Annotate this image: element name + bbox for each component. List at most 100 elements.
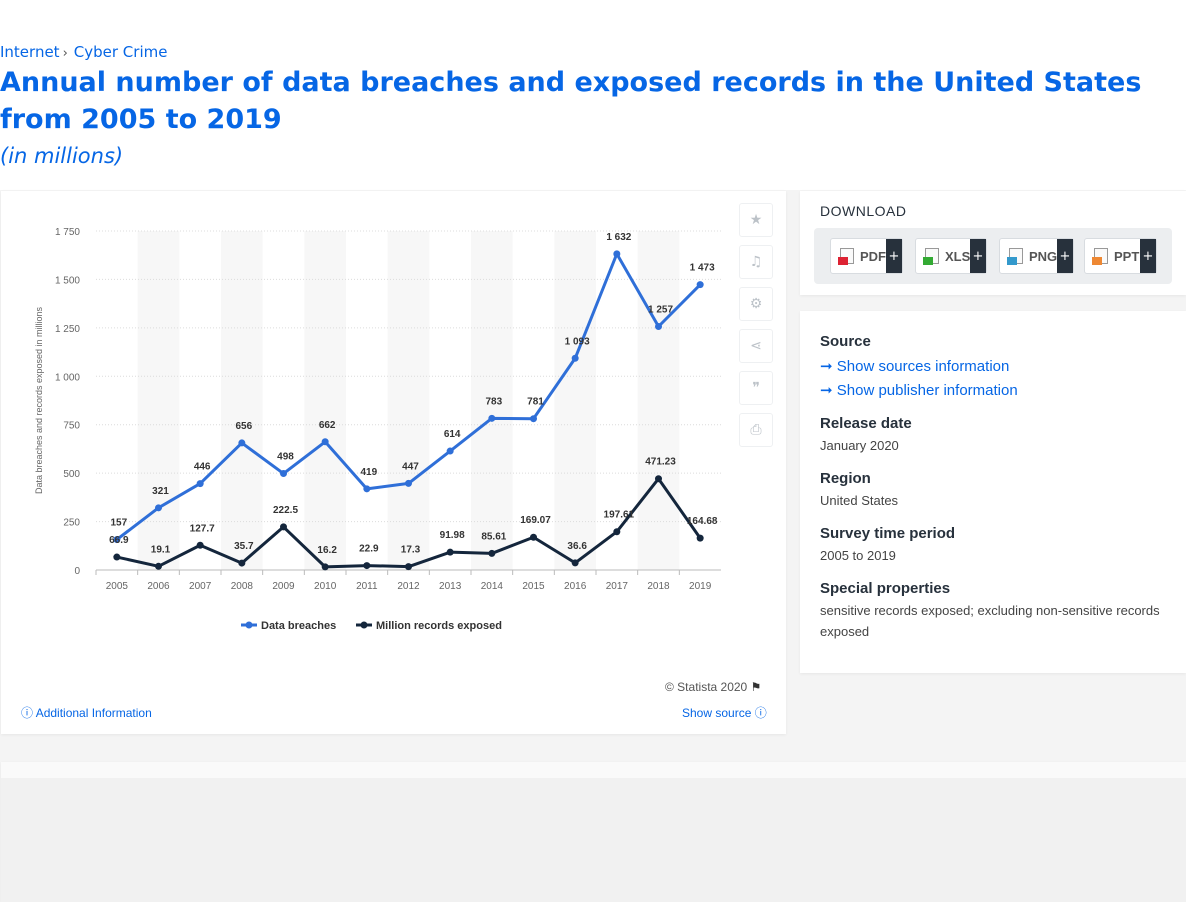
- data-point: [613, 528, 621, 536]
- data-point: [446, 548, 454, 556]
- data-point: [571, 559, 579, 567]
- data-point: [321, 438, 329, 446]
- y-axis-label: Data breaches and records exposed in mil…: [34, 306, 44, 494]
- download-xls-button[interactable]: XLS +: [915, 238, 987, 274]
- column-band: [387, 231, 430, 570]
- data-label: 1 093: [565, 336, 590, 347]
- data-point: [280, 523, 287, 531]
- data-label: 197.61: [604, 510, 635, 521]
- data-label: 157: [110, 518, 127, 529]
- download-png-button[interactable]: PNG +: [999, 238, 1074, 274]
- x-tick-label: 2007: [189, 581, 212, 592]
- data-label: 36.6: [567, 541, 587, 552]
- plus-icon: +: [1140, 239, 1156, 273]
- region-value: United States: [820, 493, 899, 508]
- download-pdf-button[interactable]: PDF +: [830, 238, 903, 274]
- x-tick-label: 2008: [231, 581, 254, 592]
- legend-item: Data breaches: [241, 620, 336, 632]
- print-icon: ⎙: [750, 422, 762, 438]
- data-point: [321, 563, 329, 571]
- x-tick-label: 2009: [272, 581, 295, 592]
- legend-label: Data breaches: [261, 620, 336, 632]
- share-button[interactable]: ⋖: [739, 329, 773, 363]
- show-sources-label: Show sources information: [836, 358, 1010, 375]
- data-point: [446, 447, 454, 455]
- x-tick-label: 2012: [397, 581, 420, 592]
- x-tick-label: 2013: [439, 581, 462, 592]
- data-label: 656: [235, 421, 252, 432]
- column-band: [221, 231, 263, 570]
- xls-file-icon: [923, 248, 939, 265]
- data-label: 447: [402, 461, 419, 472]
- data-point: [571, 354, 579, 362]
- download-ppt-button[interactable]: PPT +: [1084, 238, 1157, 274]
- column-band: [637, 231, 680, 570]
- data-label: 19.1: [151, 544, 171, 555]
- arrow-right-icon: ➞: [820, 382, 833, 399]
- data-point: [530, 415, 537, 423]
- x-tick-label: 2010: [314, 581, 337, 592]
- x-tick-label: 2017: [606, 581, 629, 592]
- data-label: 1 257: [648, 305, 673, 316]
- data-point: [238, 559, 246, 567]
- download-card: DOWNLOAD PDF + XLS + PNG + PPT +: [800, 191, 1186, 295]
- show-source-link[interactable]: Show source ⓘ: [682, 704, 767, 721]
- series-0: 157 321 446 656 498 662 419 447 614 783 781 1 093 1 …: [110, 232, 715, 544]
- special-properties-value: sensitive records exposed; excluding non…: [820, 603, 1160, 639]
- data-label: 222.5: [273, 505, 298, 516]
- breadcrumb-internet[interactable]: Internet: [0, 43, 60, 61]
- copyright: © Statista 2020 ⚑: [665, 680, 761, 694]
- info-icon: ⓘ: [754, 706, 767, 720]
- bell-icon: ♫: [749, 254, 763, 270]
- data-point: [196, 541, 204, 549]
- cite-button[interactable]: ❞: [739, 371, 773, 405]
- data-label: 1 473: [690, 263, 715, 274]
- x-tick-label: 2006: [147, 581, 170, 592]
- x-tick-label: 2019: [689, 581, 712, 592]
- x-tick-label: 2018: [647, 581, 670, 592]
- survey-period-heading: Survey time period: [820, 525, 956, 542]
- show-publisher-link[interactable]: ➞ Show publisher information: [820, 381, 1018, 399]
- show-sources-link[interactable]: ➞ Show sources information: [820, 357, 1009, 375]
- plus-icon: +: [886, 239, 902, 273]
- lower-section: [1, 762, 1186, 902]
- settings-button[interactable]: ⚙: [739, 287, 773, 321]
- data-label: 321: [152, 486, 169, 497]
- data-point: [613, 250, 621, 258]
- data-label: 783: [485, 396, 502, 407]
- notification-button[interactable]: ♫: [739, 245, 773, 279]
- data-label: 1 632: [606, 232, 631, 243]
- data-label: 85.61: [481, 531, 506, 542]
- breadcrumb-cyber-crime[interactable]: Cyber Crime: [73, 43, 168, 61]
- data-point: [238, 439, 246, 447]
- y-tick-label: 1 250: [55, 324, 80, 335]
- additional-information-link[interactable]: ⓘ Additional Information: [21, 704, 152, 721]
- quote-icon: ❞: [752, 380, 760, 396]
- print-button[interactable]: ⎙: [739, 413, 773, 447]
- data-label: 662: [319, 420, 336, 431]
- column-band: [137, 231, 180, 570]
- x-tick-label: 2005: [106, 581, 129, 592]
- breadcrumb-separator: ›: [62, 46, 68, 61]
- pdf-file-icon: [838, 248, 854, 265]
- data-point: [696, 281, 704, 289]
- source-heading: Source: [820, 333, 871, 350]
- data-point: [488, 549, 496, 557]
- data-label: 16.2: [317, 545, 337, 556]
- data-label: 169.07: [520, 515, 551, 526]
- plus-icon: +: [1057, 239, 1073, 273]
- show-publisher-label: Show publisher information: [836, 382, 1018, 399]
- data-point: [696, 534, 704, 542]
- png-label: PNG: [1029, 248, 1058, 264]
- data-point: [280, 470, 287, 478]
- page-header: Internet › Cyber Crime Annual number of da…: [0, 0, 1186, 190]
- show-source-label: Show source: [682, 706, 752, 720]
- favorite-button[interactable]: ★: [739, 203, 773, 237]
- page-title: Annual number of data breaches and expos…: [0, 67, 1142, 135]
- png-file-icon: [1007, 248, 1023, 265]
- column-band: [471, 231, 513, 570]
- data-point: [655, 475, 662, 483]
- data-label: 498: [277, 452, 294, 463]
- y-tick-label: 1 500: [55, 275, 80, 286]
- copyright-text: © Statista 2020: [665, 680, 748, 694]
